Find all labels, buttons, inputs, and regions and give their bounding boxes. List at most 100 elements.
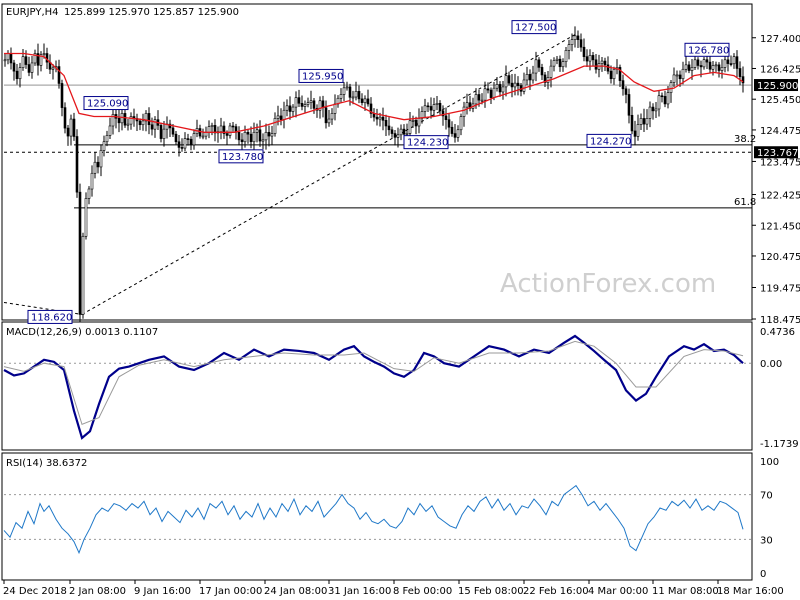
candle-body — [726, 59, 730, 64]
ohlc-label: 125.899 125.970 125.857 125.900 — [64, 7, 239, 18]
price-tick-label: 118.475 — [760, 315, 800, 326]
candle-body — [447, 119, 451, 128]
candle-body — [582, 46, 586, 57]
candle-body — [93, 161, 97, 174]
price-tick-label: 122.425 — [760, 191, 800, 202]
candle-body — [9, 53, 13, 64]
price-tick-label: 119.475 — [760, 283, 800, 294]
candle-body — [528, 74, 532, 81]
annotation-label: 125.090 — [87, 99, 128, 110]
price-tick-label: 126.425 — [760, 64, 800, 75]
candle-body — [564, 50, 568, 63]
candle-body — [579, 39, 583, 48]
candle-body — [177, 141, 181, 148]
candle-body — [657, 95, 661, 110]
candle-body — [729, 63, 733, 65]
candle-body — [240, 139, 244, 143]
rsi-panel — [1, 452, 753, 581]
candle-body — [411, 120, 415, 122]
candle-body — [405, 133, 409, 135]
candle-body — [417, 118, 421, 127]
candle-body — [150, 124, 154, 130]
macd-tick-label: 0.4736 — [760, 327, 795, 338]
candle-body — [252, 131, 256, 143]
candle-body — [90, 172, 94, 190]
price-tick-label: 123.475 — [760, 157, 800, 168]
candle-body — [87, 188, 91, 199]
candle-body — [621, 80, 625, 90]
candle-body — [141, 120, 145, 126]
candle-body — [711, 65, 715, 70]
candle-body — [660, 95, 664, 98]
candle-body — [690, 67, 694, 71]
candle-body — [654, 108, 658, 112]
candle-body — [486, 88, 490, 91]
candle-body — [600, 60, 604, 64]
macd-panel — [1, 321, 753, 451]
candle-body — [435, 103, 439, 105]
candle-body — [720, 67, 724, 71]
candle-body — [651, 106, 655, 112]
candle-body — [645, 118, 649, 125]
candle-body — [102, 141, 106, 151]
candle-body — [138, 120, 142, 126]
candle-body — [567, 44, 571, 51]
candle-body — [303, 104, 307, 107]
candle-body — [39, 54, 43, 66]
candle-body — [624, 88, 628, 95]
candle-body — [342, 87, 346, 95]
price-tick-label: 120.475 — [760, 252, 800, 263]
candle-body — [531, 72, 535, 81]
candle-body — [480, 99, 484, 102]
candle-body — [681, 68, 685, 80]
candle-body — [570, 39, 574, 45]
time-tick-label: 24 Dec 2018 — [3, 586, 67, 597]
macd-tick-label: -1.1739 — [760, 439, 799, 450]
candle-body — [207, 126, 211, 133]
annotation-box — [511, 20, 557, 35]
candle-body — [147, 113, 151, 126]
candle-body — [291, 106, 295, 112]
candle-body — [96, 161, 100, 168]
candle-body — [555, 58, 559, 61]
candle-body — [81, 235, 85, 315]
candle-body — [735, 56, 739, 69]
candle-body — [21, 56, 25, 68]
candle-body — [231, 125, 235, 128]
candle-body — [345, 86, 349, 89]
trendline-segment — [3, 301, 83, 315]
candle-body — [591, 55, 595, 61]
candle-body — [108, 125, 112, 136]
candle-body — [42, 53, 46, 55]
candle-body — [99, 150, 103, 168]
symbol-label: EURJPY,H4 — [6, 7, 59, 18]
candle-body — [573, 35, 577, 40]
candle-body — [603, 60, 607, 66]
candle-body — [414, 120, 418, 127]
candle-body — [348, 86, 352, 98]
candle-body — [456, 129, 460, 138]
candle-body — [561, 61, 565, 68]
candle-body — [375, 116, 379, 120]
candle-body — [174, 133, 178, 143]
candle-body — [180, 147, 184, 149]
candle-body — [159, 125, 163, 139]
candle-body — [237, 131, 241, 141]
candle-body — [663, 96, 667, 105]
candle-body — [51, 67, 55, 70]
candle-body — [507, 75, 511, 84]
annotation-label: 125.950 — [302, 71, 343, 82]
fib-label: 61.8 — [734, 197, 756, 208]
candle-body — [606, 64, 610, 72]
candle-body — [300, 103, 304, 107]
candle-body — [723, 59, 727, 68]
candle-body — [144, 113, 148, 122]
candle-body — [219, 125, 223, 132]
candle-body — [384, 120, 388, 127]
candle-body — [72, 118, 76, 137]
macd-tick-label: 0.00 — [760, 359, 782, 370]
candle-body — [675, 74, 679, 77]
candle-body — [57, 66, 61, 84]
candle-body — [192, 133, 196, 146]
